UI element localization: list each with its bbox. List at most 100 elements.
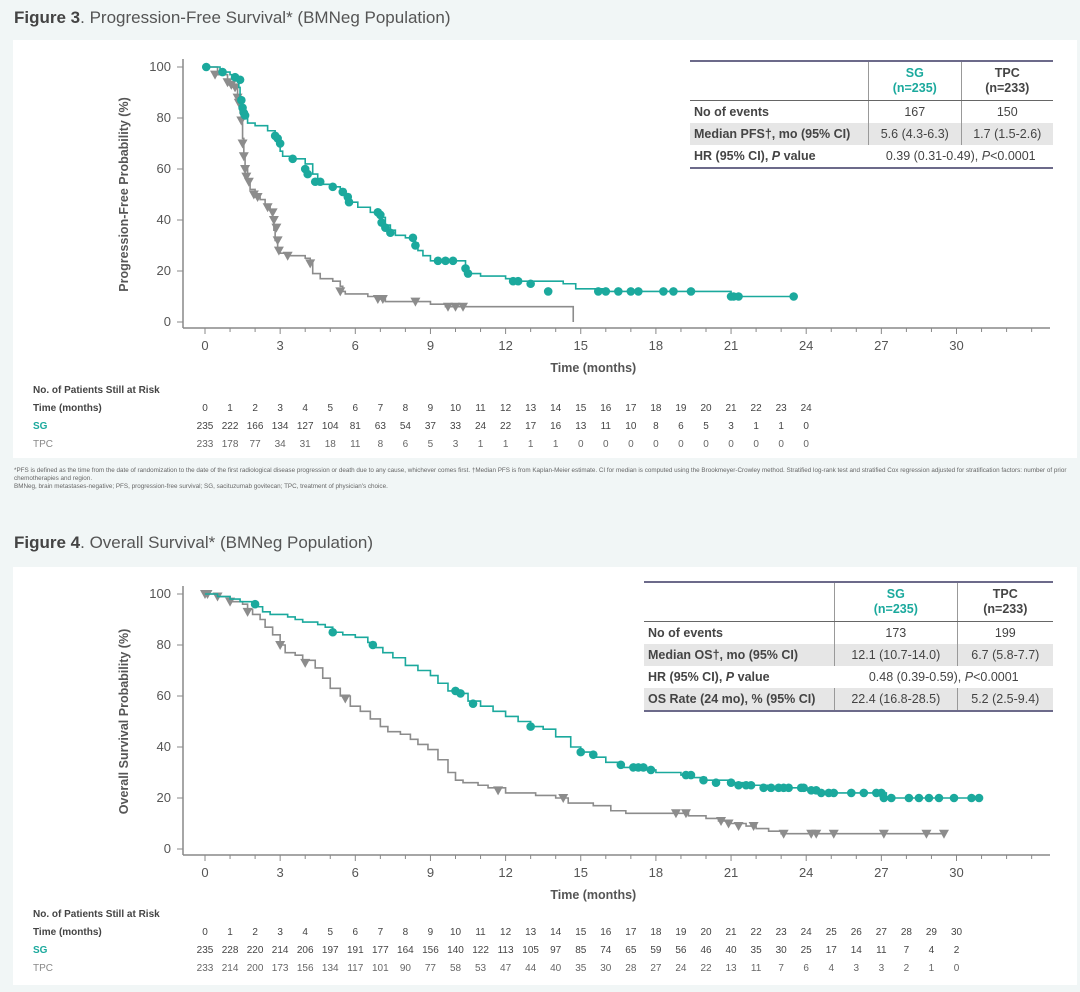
risk-sg-row-cell: 222 (221, 421, 239, 432)
risk-sg-row-cell: 13 (575, 421, 587, 432)
pfs-tpc-censor-mark (305, 259, 316, 269)
os-tpc-censor-mark (723, 819, 734, 829)
pfs-sg-censor-mark (543, 287, 553, 296)
risk-sg-row-cell: 177 (372, 945, 389, 956)
pfs-sg-censor-mark (237, 95, 246, 105)
pfs-x-tick-label: 27 (874, 338, 888, 353)
os-tpc-censor-mark (938, 829, 949, 839)
risk-time-row-cell: 24 (800, 403, 812, 414)
risk-time-row-cell: 4 (302, 927, 308, 938)
os-sg-censor-mark (468, 699, 478, 708)
figure-4-title-text: . Overall Survival* (BMNeg Population) (80, 533, 374, 552)
risk-tpc-row-cell: 27 (650, 963, 662, 974)
pfs-sg-censor-mark (386, 228, 395, 238)
risk-title-label: No. of Patients Still at Risk (33, 385, 160, 396)
risk-time-row-cell: 2 (252, 403, 258, 414)
risk-sg-row-cell: 17 (525, 421, 537, 432)
risk-sg-row-cell: 235 (196, 421, 214, 432)
risk-sg-row-cell: 197 (321, 945, 339, 956)
figure-3-title: Figure 3. Progression-Free Survival* (BM… (14, 8, 451, 28)
os-x-tick-label: 30 (949, 865, 963, 880)
risk-sg-row-cell: 16 (550, 421, 562, 432)
pfs-sg-censor-mark (376, 210, 385, 220)
os-y-tick-label: 80 (157, 637, 171, 652)
risk-sg-row-cell: 59 (650, 945, 662, 956)
risk-tpc-row-cell: 34 (274, 439, 286, 450)
risk-sg-row-cell: 105 (522, 945, 539, 956)
os-sg-censor-mark (816, 788, 826, 798)
risk-sg-row-cell: 11 (876, 945, 887, 956)
os-tpc-curve (205, 593, 944, 835)
os-y-tick-label: 100 (149, 586, 171, 601)
risk-tpc-row-cell: 35 (575, 963, 587, 974)
os-sg-censor-mark (734, 780, 743, 790)
os-sg-censor-mark (859, 788, 869, 798)
os-sg-curve (205, 593, 977, 799)
risk-tpc-row-cell: 11 (750, 963, 762, 974)
risk-tpc-row-cell: 47 (500, 963, 512, 974)
risk-tpc-row-cell: 5 (427, 439, 434, 450)
footnote-definitions: *PFS is defined as the time from the dat… (14, 467, 1067, 482)
os-sg-censor-mark (250, 599, 260, 609)
risk-tpc-row-cell: 134 (321, 963, 339, 974)
stats-sg-value: 5.6 (4.3-6.3) (868, 123, 962, 145)
os-tpc-censor-mark (878, 829, 889, 839)
stats-header-sg: SG (n=235) (868, 60, 962, 101)
risk-time-row-cell: 22 (750, 403, 762, 414)
value-text: <0.0001 (990, 149, 1036, 163)
risk-time-row-cell: 13 (525, 927, 537, 938)
pfs-y-tick-label: 0 (164, 314, 171, 329)
risk-sg-row-cell: 22 (500, 421, 512, 432)
risk-tpc-row-cell: 0 (628, 439, 634, 450)
tpc-header-label: TPC (994, 66, 1020, 80)
os-sg-censor-mark (904, 793, 914, 803)
risk-time-row-cell: 14 (550, 403, 562, 414)
os-stats-table: SG (n=235) TPC (n=233) No of events 173 19… (644, 581, 1053, 712)
risk-sg-row: SG 235 222 166 134 127 104 81 63 54 37 33 24 22 17 16 13… (33, 421, 1073, 435)
risk-time-row-cell: 19 (675, 403, 687, 414)
risk-tpc-row-cell: 0 (577, 439, 584, 450)
stats-header-tpc: TPC (n=233) (956, 581, 1053, 622)
risk-time-row-cell: 26 (850, 927, 862, 938)
risk-sg-row-cell: 46 (700, 945, 712, 956)
risk-time-row: Time (months) 0 1 2 3 4 5 6 7 8 9 10 11 12 13 14 15 16 17 1… (33, 403, 1073, 417)
risk-sg-row-cell: 127 (296, 421, 314, 432)
risk-time-row-cell: 12 (500, 927, 512, 938)
risk-time-row-cell: 9 (427, 403, 434, 414)
risk-tpc-row-cell: 77 (424, 963, 436, 974)
risk-tpc-row-cell: 0 (653, 439, 659, 450)
risk-time-row-cell: 1 (227, 927, 233, 938)
pfs-x-tick-label: 15 (574, 338, 588, 353)
stats-tpc-value: 150 (960, 100, 1053, 123)
pfs-tpc-censor-mark (210, 70, 221, 80)
sg-header-label: SG (886, 587, 905, 601)
risk-time-row-cell: 8 (402, 927, 409, 938)
figure-4-panel: 0 20 40 60 80 100 0 3 6 9 12 15 18 21 24 27 30 Time (mont… (13, 567, 1077, 985)
risk-sg-row-cell: 63 (374, 421, 386, 432)
risk-time-row-cell: 6 (352, 927, 359, 938)
pfs-tpc-censor-mark (282, 251, 293, 261)
label-text: HR (95% CI), (648, 670, 726, 684)
pfs-tpc-censor-mark (268, 216, 279, 225)
pfs-sg-censor-mark (433, 256, 443, 266)
risk-time-row-cell: 14 (550, 927, 562, 938)
risk-time-row-cell: 0 (202, 403, 208, 414)
tpc-header-n: (n=233) (985, 81, 1030, 95)
stats-row-label: HR (95% CI), P value (690, 145, 869, 169)
risk-tpc-row: TPC 233 214 200 173 156 134 117 101 90 77 58 53 47 44 4… (33, 963, 1073, 977)
risk-sg-row-cell: 156 (422, 945, 439, 956)
pfs-tpc-censor-mark (410, 297, 421, 307)
os-sg-censor-mark (328, 627, 338, 637)
stats-row-label: No of events (694, 105, 770, 119)
risk-tpc-row-cell: 18 (324, 439, 336, 450)
os-sg-censor-mark (924, 793, 934, 803)
pfs-sg-censor-mark (614, 287, 623, 296)
stats-row-label: OS Rate (24 mo), % (95% CI) (644, 688, 835, 712)
stats-header-sg: SG (n=235) (834, 581, 958, 622)
risk-tpc-row-cell: 0 (778, 439, 784, 450)
os-y-tick-label: 0 (164, 841, 171, 856)
risk-tpc-row-cell: 3 (878, 963, 885, 974)
label-italic: P (725, 670, 735, 684)
pfs-sg-censor-mark (441, 256, 450, 266)
stats-sg-value: 167 (868, 100, 962, 123)
